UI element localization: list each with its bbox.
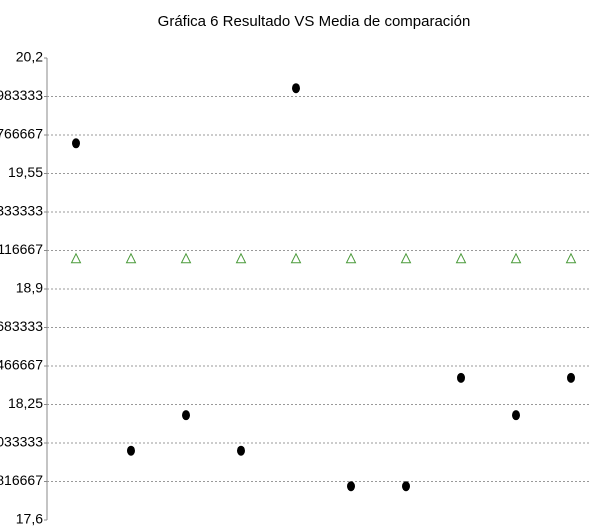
dot-marker	[237, 445, 245, 456]
dot-marker	[402, 481, 410, 492]
dot-marker	[292, 83, 300, 94]
dot-marker	[127, 445, 135, 456]
y-tick-label: 19,116667	[0, 241, 43, 257]
y-tick-label: 17,816667	[0, 472, 43, 488]
y-tick-label: 17,6	[16, 511, 43, 527]
triangle-marker	[510, 252, 522, 264]
triangle-marker	[290, 252, 302, 264]
dot-marker	[512, 410, 520, 421]
y-tick-label: 18,033333	[0, 434, 43, 450]
y-tick-label: 19,983333	[0, 87, 43, 103]
y-tick-label: 19,333333	[0, 203, 43, 219]
dot-marker	[72, 138, 80, 149]
dot-marker	[457, 372, 465, 383]
dot-marker	[182, 410, 190, 421]
y-tick-label: 18,683333	[0, 318, 43, 334]
y-tick-label: 19,766667	[0, 126, 43, 142]
triangle-marker	[125, 252, 137, 264]
y-tick-label: 18,25	[8, 395, 43, 411]
y-tick-label: 18,466667	[0, 357, 43, 373]
dot-marker	[347, 481, 355, 492]
triangle-marker	[345, 252, 357, 264]
dot-marker	[567, 372, 575, 383]
triangle-marker	[455, 252, 467, 264]
y-tick-label: 19,55	[8, 164, 43, 180]
triangle-marker	[180, 252, 192, 264]
y-tick-label: 18,9	[16, 280, 43, 296]
triangle-marker	[70, 252, 82, 264]
triangle-marker	[235, 252, 247, 264]
triangle-marker	[400, 252, 412, 264]
y-tick-label: 20,2	[16, 49, 43, 65]
triangle-marker	[565, 252, 577, 264]
chart-title: Gráfica 6 Resultado VS Media de comparac…	[158, 13, 471, 30]
